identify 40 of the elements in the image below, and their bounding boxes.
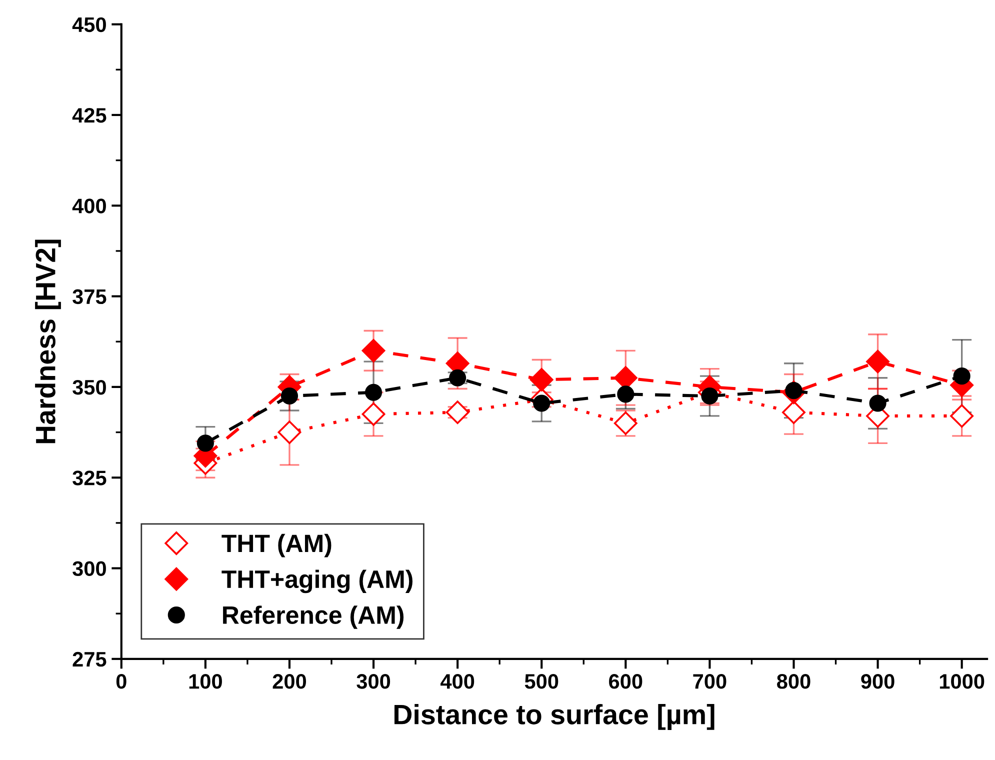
y-tick-label: 375: [72, 289, 106, 304]
point: [362, 338, 386, 362]
legend-label: Reference (AM): [223, 606, 404, 629]
point: [617, 386, 634, 403]
x-tick-label: 700: [693, 674, 726, 689]
x-tick-label: 0: [116, 674, 126, 689]
y-tick-label: 450: [72, 17, 106, 32]
point: [950, 404, 974, 428]
x-tick-label: 800: [777, 674, 810, 689]
point: [530, 368, 554, 392]
point: [701, 387, 718, 405]
point: [362, 402, 386, 426]
legend-label: THT+aging (AM): [222, 570, 412, 594]
x-tick-label: 300: [356, 674, 390, 689]
x-tick-label: 200: [272, 674, 306, 689]
x-tick-label: 400: [440, 674, 474, 689]
y-axis-title: Hardness [HV2]: [35, 240, 61, 444]
y-tick-label: 350: [72, 380, 106, 395]
point: [782, 400, 806, 424]
y-tick-label: 425: [72, 108, 106, 123]
x-tick-label: 900: [861, 674, 894, 689]
point: [953, 368, 970, 385]
point: [364, 384, 382, 401]
x-axis-title: Distance to surface [µm]: [394, 704, 714, 730]
point: [869, 394, 886, 412]
legend-label: THT (AM): [222, 534, 332, 558]
y-tick-label: 400: [72, 198, 106, 214]
x-tick-label: 100: [189, 674, 222, 689]
point: [866, 350, 890, 374]
point: [614, 412, 638, 435]
point: [446, 400, 470, 424]
y-tick-label: 300: [72, 561, 106, 576]
x-tick-label: 600: [609, 674, 642, 689]
y-tick-label: 275: [72, 652, 106, 667]
point: [278, 420, 302, 444]
x-tick-label: 500: [524, 674, 558, 689]
point: [280, 387, 298, 405]
x-tick-label: 1000: [940, 674, 984, 689]
y-tick-label: 325: [72, 470, 106, 486]
point: [196, 434, 214, 452]
